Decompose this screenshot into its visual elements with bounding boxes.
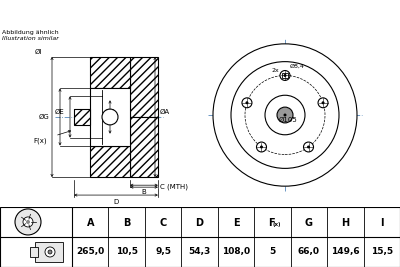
Text: E: E — [233, 218, 239, 228]
Text: ØI: ØI — [34, 49, 42, 55]
Text: 9,5: 9,5 — [155, 248, 171, 257]
Bar — [130, 57, 158, 117]
Bar — [90, 57, 130, 88]
Bar — [30, 247, 38, 257]
Text: A: A — [86, 218, 94, 228]
Bar — [90, 146, 130, 177]
Circle shape — [284, 113, 286, 116]
Circle shape — [102, 109, 118, 125]
Text: Abbildung ähnlich: Abbildung ähnlich — [2, 30, 59, 35]
Text: 149,6: 149,6 — [331, 248, 360, 257]
Text: ØG: ØG — [39, 114, 49, 120]
Text: 15,5: 15,5 — [371, 248, 393, 257]
Circle shape — [26, 220, 30, 224]
Text: (x): (x) — [272, 222, 281, 227]
Bar — [74, 109, 90, 125]
Text: D: D — [113, 199, 119, 205]
Circle shape — [280, 70, 290, 80]
Circle shape — [48, 250, 52, 254]
Circle shape — [213, 44, 357, 186]
Circle shape — [231, 62, 339, 168]
Text: ØA: ØA — [160, 109, 170, 115]
Text: G: G — [305, 218, 313, 228]
Bar — [90, 146, 130, 177]
Bar — [74, 109, 90, 125]
Circle shape — [23, 217, 33, 227]
Text: F(x): F(x) — [33, 138, 47, 144]
Circle shape — [304, 142, 314, 152]
Bar — [35, 242, 63, 262]
Circle shape — [322, 101, 324, 104]
Text: B: B — [123, 218, 130, 228]
Text: 10,5: 10,5 — [116, 248, 138, 257]
Text: 108,0: 108,0 — [222, 248, 250, 257]
Text: H: H — [341, 218, 349, 228]
Text: B: B — [142, 189, 146, 195]
Circle shape — [265, 95, 305, 135]
Bar — [130, 117, 158, 177]
Circle shape — [242, 98, 252, 108]
Circle shape — [277, 107, 293, 123]
Circle shape — [246, 101, 248, 104]
Circle shape — [307, 146, 310, 148]
Text: D: D — [196, 218, 204, 228]
Circle shape — [256, 142, 266, 152]
Text: 2x: 2x — [271, 68, 279, 73]
Text: 54,3: 54,3 — [188, 248, 211, 257]
Text: ate: ate — [239, 114, 311, 152]
Bar — [90, 88, 130, 146]
Bar — [130, 57, 158, 117]
Text: 411151: 411151 — [298, 6, 362, 22]
Text: 265,0: 265,0 — [76, 248, 104, 257]
Text: 24.0111-0151.1: 24.0111-0151.1 — [133, 6, 267, 22]
Bar — [282, 73, 288, 78]
Text: C (MTH): C (MTH) — [160, 184, 188, 190]
Circle shape — [245, 76, 325, 155]
Text: ØE: ØE — [55, 109, 65, 115]
Circle shape — [260, 146, 263, 148]
Circle shape — [284, 74, 286, 77]
Bar — [130, 117, 158, 177]
Text: 5: 5 — [269, 248, 276, 257]
Text: 66,0: 66,0 — [298, 248, 320, 257]
Text: I: I — [380, 218, 384, 228]
Text: C: C — [160, 218, 167, 228]
Text: ØH: ØH — [105, 109, 115, 115]
Circle shape — [45, 247, 55, 257]
Circle shape — [318, 98, 328, 108]
Bar — [90, 57, 130, 88]
Text: F: F — [268, 218, 275, 228]
Text: Ø8,4: Ø8,4 — [290, 64, 305, 69]
Text: Illustration similar: Illustration similar — [2, 36, 59, 41]
Text: Ø105: Ø105 — [279, 117, 297, 123]
Circle shape — [15, 209, 41, 235]
